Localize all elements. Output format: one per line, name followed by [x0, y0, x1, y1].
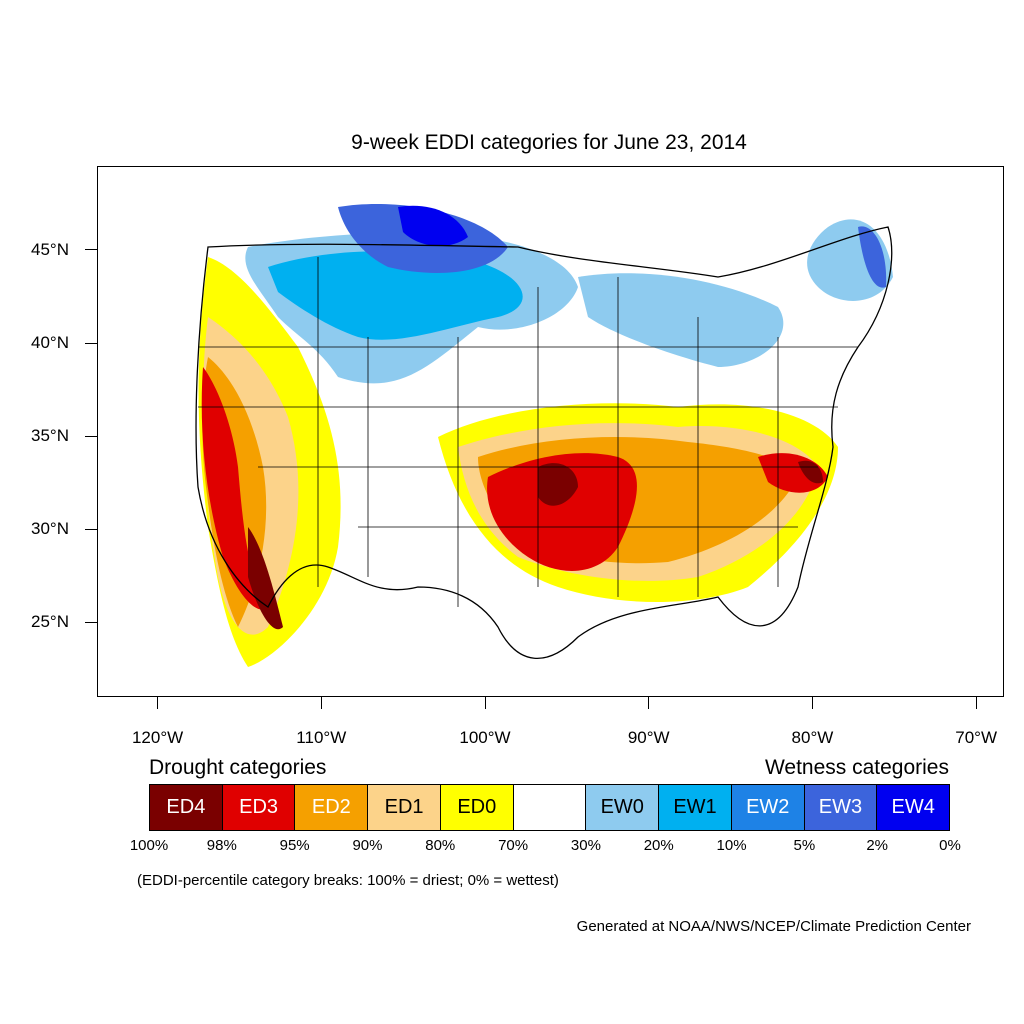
legend-box-ed2: ED2	[295, 785, 369, 830]
legend-label: EW3	[818, 796, 863, 818]
lat-tick-label: 40°N	[31, 333, 69, 352]
lat-tick	[85, 435, 97, 437]
legend-box-ew4: EW4	[877, 785, 950, 830]
legend-box-ed4: ED4	[150, 785, 223, 830]
legend-label: EW4	[891, 796, 935, 818]
lat-tick	[85, 528, 97, 530]
wet-region-northeast-ew3	[858, 226, 887, 288]
legend-box-neutral	[513, 785, 587, 830]
category-legend: ED4 ED3 ED2 ED1 ED0 EW0 EW1 EW2 EW3 EW4	[149, 784, 950, 831]
state-lines	[198, 257, 858, 607]
wet-region-north-ew1	[268, 251, 523, 340]
credit-line: Generated at NOAA/NWS/NCEP/Climate Predi…	[576, 918, 971, 935]
lat-tick-label: 45°N	[31, 239, 69, 259]
lon-tick-label: 70°W	[955, 728, 998, 747]
legend-box-ed3: ED3	[222, 785, 296, 830]
legend-label: EW0	[600, 796, 644, 818]
drought-south-ed4	[538, 463, 578, 506]
percentile-label: 10%	[716, 837, 747, 854]
drought-west-ed3	[201, 367, 268, 610]
drought-categories-heading: Drought categories	[149, 756, 327, 779]
legend-label: ED0	[457, 796, 497, 818]
legend-box-ew2: EW2	[731, 785, 805, 830]
map-frame	[97, 166, 1004, 697]
lat-tick-label: 30°N	[31, 519, 69, 539]
drought-south-ed3	[487, 453, 637, 571]
wet-region-greatlakes	[578, 273, 784, 367]
lon-tick	[975, 697, 977, 709]
lat-tick	[85, 249, 97, 251]
percentile-label: 30%	[570, 837, 601, 854]
legend-label: EW2	[746, 796, 790, 818]
legend-box-ew1: EW1	[659, 785, 732, 830]
legend-box-ed1: ED1	[368, 785, 441, 830]
lon-tick	[811, 697, 813, 709]
percentile-label: 100%	[129, 837, 169, 854]
lon-tick	[484, 697, 486, 709]
lat-tick	[85, 342, 97, 344]
percentile-label: 90%	[352, 837, 383, 854]
legend-label: ED1	[384, 796, 424, 818]
percentile-label: 80%	[425, 837, 456, 854]
legend-label: EW1	[673, 796, 717, 818]
percentile-label: 20%	[643, 837, 674, 854]
us-outline	[195, 226, 893, 660]
category-note: (EDDI-percentile category breaks: 100% =…	[137, 872, 559, 889]
drought-east-ed4	[798, 460, 823, 484]
percentile-label: 0%	[939, 837, 961, 854]
lat-tick-label: 25°N	[31, 612, 69, 632]
lon-tick	[648, 697, 650, 709]
lon-tick-label: 110°W	[296, 728, 347, 747]
legend-box-ew0: EW0	[586, 785, 660, 830]
map-title: 9-week EDDI categories for June 23, 2014	[351, 131, 747, 154]
wet-region-north-ew4	[398, 205, 468, 247]
legend-box-ew3: EW3	[804, 785, 878, 830]
percentile-label: 70%	[498, 837, 529, 854]
lat-tick	[85, 621, 97, 623]
percentile-label: 2%	[866, 837, 889, 854]
lon-tick-label: 80°W	[791, 728, 834, 747]
legend-label: ED4	[166, 796, 206, 818]
legend-label: ED3	[239, 796, 279, 818]
eddi-map	[195, 203, 893, 667]
drought-west-ed4	[248, 527, 283, 630]
legend-label: ED2	[311, 796, 351, 818]
lon-tick	[157, 697, 159, 709]
lon-tick	[320, 697, 322, 709]
wetness-categories-heading: Wetness categories	[764, 756, 949, 779]
lon-tick-label: 100°W	[459, 728, 511, 747]
legend-box-ed0: ED0	[440, 785, 514, 830]
lon-tick-label: 120°W	[131, 728, 184, 747]
lon-tick-label: 90°W	[627, 728, 670, 747]
percentile-label: 95%	[279, 837, 310, 854]
percentile-label: 5%	[793, 837, 816, 854]
lat-tick-label: 35°N	[31, 426, 69, 446]
percentile-label: 98%	[206, 837, 237, 854]
